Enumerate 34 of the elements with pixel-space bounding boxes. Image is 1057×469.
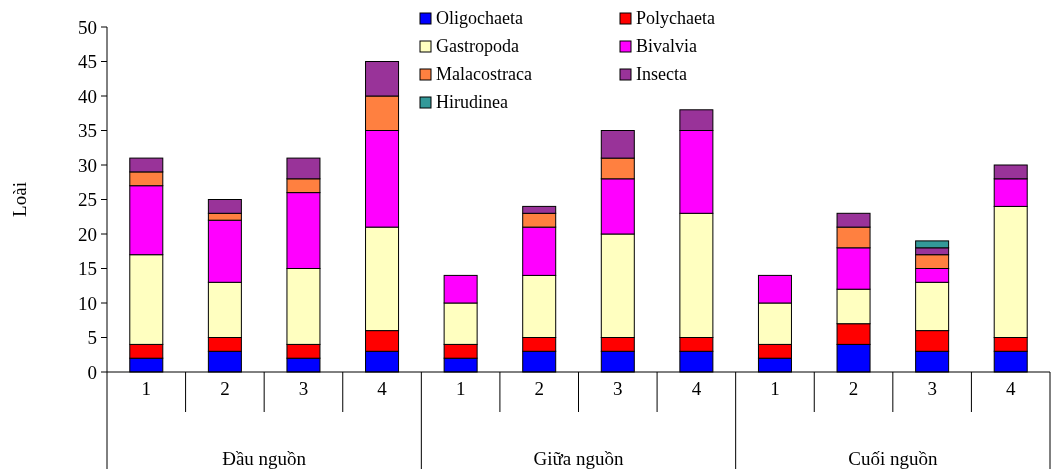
y-tick-label: 30 [78,154,97,176]
x-tick-label: 4 [1005,377,1016,399]
text: Giữa nguồn [533,447,624,469]
legend-label: Insecta [636,64,687,85]
x-tick-label: 1 [141,377,152,399]
x-tick-label: 4 [377,377,388,399]
x-tick-label: 3 [613,377,623,399]
x-tick-label: 2 [848,377,859,399]
text: Cuối nguồn [848,447,938,469]
legend-label: Gastropoda [436,36,519,57]
legend-label: Oligochaeta [436,8,523,29]
y-tick-label: 20 [78,223,97,245]
x-tick-label: 3 [927,377,937,399]
y-tick-label: 15 [78,258,97,280]
x-tick-label: 1 [455,377,466,399]
y-tick-label: 5 [87,327,97,349]
y-tick-label: 40 [78,85,97,107]
y-tick-label: 0 [87,361,97,383]
y-tick-label: 35 [78,120,97,142]
text: Đầu nguồn [222,447,307,469]
y-tick-label: 25 [78,189,97,211]
legend-label: Bivalvia [636,36,697,57]
x-tick-label: 2 [534,377,544,399]
y-tick-label: 50 [78,16,97,38]
x-tick-label: 4 [691,377,702,399]
y-tick-label: 10 [78,292,97,314]
y-tick-label: 45 [78,51,97,73]
x-tick-label: 3 [298,377,309,399]
legend-label: Malacostraca [436,64,532,85]
x-tick-label: 1 [770,377,780,399]
y-axis-title: Loài [9,182,30,217]
legend-label: Polychaeta [636,8,715,29]
x-tick-label: 2 [220,377,230,399]
legend-label: Hirudinea [436,92,508,113]
